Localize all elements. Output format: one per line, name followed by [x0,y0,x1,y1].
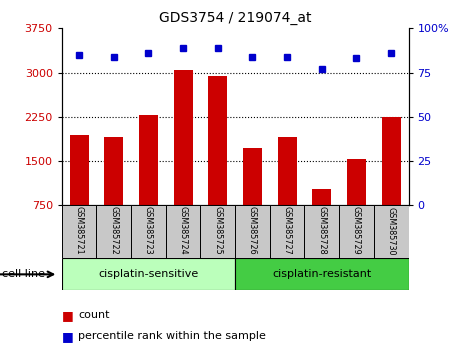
Bar [339,205,374,258]
Bar [270,205,304,258]
Bar [62,258,235,290]
Text: cisplatin-sensitive: cisplatin-sensitive [98,269,199,279]
Bar [304,205,339,258]
Text: ■: ■ [62,330,74,343]
Text: GSM385722: GSM385722 [109,206,118,255]
Bar [69,135,89,205]
Text: GSM385724: GSM385724 [179,206,188,255]
Text: GSM385725: GSM385725 [213,206,222,255]
Bar [139,115,158,205]
Bar [235,258,408,290]
Title: GDS3754 / 219074_at: GDS3754 / 219074_at [159,11,312,24]
Bar [277,137,297,205]
Bar [347,159,366,205]
Bar [208,76,228,205]
Bar [235,205,270,258]
Bar [374,205,408,258]
Text: percentile rank within the sample: percentile rank within the sample [78,331,266,341]
Bar [200,205,235,258]
Text: GSM385728: GSM385728 [317,206,326,255]
Bar [312,189,332,205]
Text: cisplatin-resistant: cisplatin-resistant [272,269,371,279]
Text: GSM385723: GSM385723 [144,206,153,255]
Bar [131,205,166,258]
Bar [173,70,193,205]
Text: GSM385730: GSM385730 [387,206,396,255]
Text: cell line: cell line [2,269,46,279]
Text: GSM385726: GSM385726 [248,206,257,255]
Bar [166,205,200,258]
Bar [62,205,96,258]
Bar [96,205,131,258]
Text: GSM385727: GSM385727 [283,206,292,255]
Text: GSM385729: GSM385729 [352,206,361,255]
Bar [104,137,124,205]
Text: GSM385721: GSM385721 [75,206,84,255]
Bar [243,148,262,205]
Bar [381,117,401,205]
Text: ■: ■ [62,309,74,321]
Text: count: count [78,310,110,320]
